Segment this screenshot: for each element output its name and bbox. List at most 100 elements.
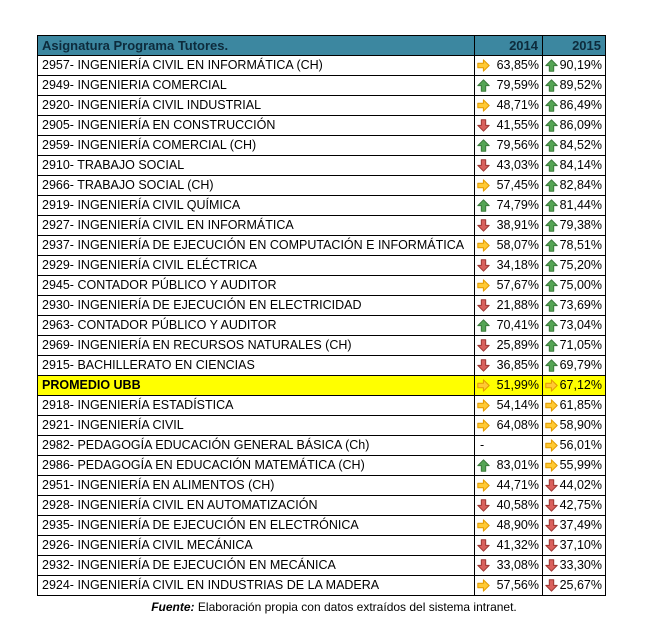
up-arrow-icon (545, 179, 558, 192)
table-body: 2957- INGENIERÍA CIVIL EN INFORMÁTICA (C… (37, 55, 606, 596)
asignatura-cell: 2929- INGENIERÍA CIVIL ELÉCTRICA (37, 255, 475, 276)
table-row: 2986- PEDAGOGÍA EN EDUCACIÓN MATEMÁTICA … (37, 455, 606, 476)
percent-value: 79,59% (496, 78, 539, 92)
asignatura-cell: 2951- INGENIERÍA EN ALIMENTOS (CH) (37, 475, 475, 496)
value-2014-cell: 44,71% (474, 475, 543, 496)
table-row: 2928- INGENIERÍA CIVIL EN AUTOMATIZACIÓN… (37, 495, 606, 516)
value-2014-cell: 57,67% (474, 275, 543, 296)
percent-value: 58,90% (559, 418, 602, 432)
percent-value: 36,85% (496, 358, 539, 372)
percent-value: 25,67% (559, 578, 602, 592)
table-row: 2951- INGENIERÍA EN ALIMENTOS (CH) 44,71%… (37, 475, 606, 496)
right-arrow-icon (477, 479, 490, 492)
value-2014-cell: 63,85% (474, 55, 543, 76)
value-2015-cell: 86,49% (542, 95, 606, 116)
value-2015-cell: 58,90% (542, 415, 606, 436)
down-arrow-icon (545, 499, 558, 512)
table-row: 2935- INGENIERÍA DE EJECUCIÓN EN ELECTRÓ… (37, 515, 606, 536)
table-row: 2919- INGENIERÍA CIVIL QUÍMICA 74,79% 81,4… (37, 195, 606, 216)
percent-value: 69,79% (559, 358, 602, 372)
asignatura-cell: 2928- INGENIERÍA CIVIL EN AUTOMATIZACIÓN (37, 495, 475, 516)
asignatura-cell: 2915- BACHILLERATO EN CIENCIAS (37, 355, 475, 376)
percent-value: 57,56% (496, 578, 539, 592)
asignatura-cell: 2937- INGENIERÍA DE EJECUCIÓN EN COMPUTA… (37, 235, 475, 256)
asignatura-cell: 2959- INGENIERÍA COMERCIAL (CH) (37, 135, 475, 156)
up-arrow-icon (545, 199, 558, 212)
right-arrow-icon (477, 59, 490, 72)
value-2015-cell: 73,69% (542, 295, 606, 316)
value-2015-cell: 55,99% (542, 455, 606, 476)
table-row: 2918- INGENIERÍA ESTADÍSTICA 54,14% 61,85% (37, 395, 606, 416)
percent-value: 33,08% (496, 558, 539, 572)
up-arrow-icon (545, 279, 558, 292)
table-row: 2937- INGENIERÍA DE EJECUCIÓN EN COMPUTA… (37, 235, 606, 256)
up-arrow-icon (477, 199, 490, 212)
value-2014-cell: 51,99% (474, 375, 543, 396)
percent-value: 57,45% (496, 178, 539, 192)
percent-value: 44,71% (496, 478, 539, 492)
value-2015-cell: 71,05% (542, 335, 606, 356)
up-arrow-icon (545, 259, 558, 272)
table-row: 2957- INGENIERÍA CIVIL EN INFORMÁTICA (C… (37, 55, 606, 76)
percent-value: 82,84% (559, 178, 602, 192)
value-2014-cell: 70,41% (474, 315, 543, 336)
percent-value: 89,52% (559, 78, 602, 92)
down-arrow-icon (477, 159, 490, 172)
value-2014-cell: 57,45% (474, 175, 543, 196)
source-label: Fuente: (151, 600, 195, 614)
value-2014-cell: 54,14% (474, 395, 543, 416)
right-arrow-icon (477, 179, 490, 192)
value-2014-cell: 33,08% (474, 555, 543, 576)
value-2014-cell: 43,03% (474, 155, 543, 176)
up-arrow-icon (545, 119, 558, 132)
value-2014-cell: 34,18% (474, 255, 543, 276)
value-2015-cell: 67,12% (542, 375, 606, 396)
asignatura-cell: 2982- PEDAGOGÍA EDUCACIÓN GENERAL BÁSICA… (37, 435, 475, 456)
up-arrow-icon (545, 59, 558, 72)
asignatura-cell: 2957- INGENIERÍA CIVIL EN INFORMÁTICA (C… (37, 55, 475, 76)
right-arrow-icon (477, 379, 490, 392)
table-row: 2924- INGENIERÍA CIVIL EN INDUSTRIAS DE … (37, 575, 606, 596)
percent-value: 67,12% (559, 378, 602, 392)
percent-value: 75,00% (559, 278, 602, 292)
down-arrow-icon (477, 259, 490, 272)
percent-value: 64,08% (496, 418, 539, 432)
asignatura-cell: 2969- INGENIERÍA EN RECURSOS NATURALES (… (37, 335, 475, 356)
percent-value: 33,30% (559, 558, 602, 572)
percent-value: 41,55% (496, 118, 539, 132)
up-arrow-icon (545, 139, 558, 152)
right-arrow-icon (545, 459, 558, 472)
percent-value: 90,19% (559, 58, 602, 72)
asignatura-cell: 2910- TRABAJO SOCIAL (37, 155, 475, 176)
asignatura-cell: 2918- INGENIERÍA ESTADÍSTICA (37, 395, 475, 416)
tutores-table: Asignatura Programa Tutores. 2014 2015 2… (37, 35, 606, 596)
percent-value: 48,71% (496, 98, 539, 112)
percent-value: 73,69% (559, 298, 602, 312)
right-arrow-icon (477, 399, 490, 412)
value-2015-cell: 61,85% (542, 395, 606, 416)
value-2014-cell: 21,88% (474, 295, 543, 316)
value-2014-cell: 36,85% (474, 355, 543, 376)
percent-value: 81,44% (559, 198, 602, 212)
percent-value: 38,91% (496, 218, 539, 232)
promedio-row: PROMEDIO UBB 51,99% 67,12% (37, 375, 606, 396)
percent-value: 73,04% (559, 318, 602, 332)
table-row: 2921- INGENIERÍA CIVIL 64,08% 58,90% (37, 415, 606, 436)
asignatura-cell: 2919- INGENIERÍA CIVIL QUÍMICA (37, 195, 475, 216)
table-row: 2945- CONTADOR PÚBLICO Y AUDITOR 57,67% 75… (37, 275, 606, 296)
down-arrow-icon (477, 539, 490, 552)
percent-value: 70,41% (496, 318, 539, 332)
down-arrow-icon (477, 559, 490, 572)
down-arrow-icon (545, 519, 558, 532)
down-arrow-icon (545, 479, 558, 492)
asignatura-cell: 2986- PEDAGOGÍA EN EDUCACIÓN MATEMÁTICA … (37, 455, 475, 476)
table-row: 2920- INGENIERÍA CIVIL INDUSTRIAL 48,71% 8… (37, 95, 606, 116)
up-arrow-icon (545, 239, 558, 252)
percent-value: 74,79% (496, 198, 539, 212)
value-2015-cell: 25,67% (542, 575, 606, 596)
down-arrow-icon (545, 579, 558, 592)
table-row: 2982- PEDAGOGÍA EDUCACIÓN GENERAL BÁSICA… (37, 435, 606, 456)
value-2014-cell: 41,55% (474, 115, 543, 136)
asignatura-cell: 2924- INGENIERÍA CIVIL EN INDUSTRIAS DE … (37, 575, 475, 596)
asignatura-cell: PROMEDIO UBB (37, 375, 475, 396)
